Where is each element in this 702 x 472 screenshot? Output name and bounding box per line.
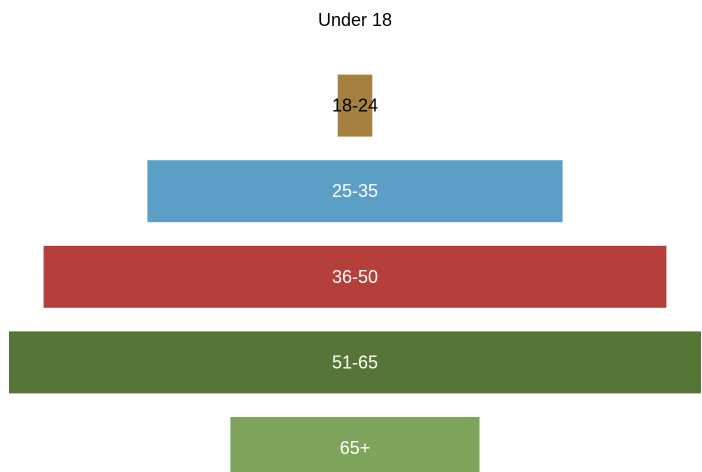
labels-group: Under 18 18-24 25-35 36-50 51-65 65+	[318, 10, 392, 458]
bar-51-65	[9, 331, 701, 394]
bar-18-24	[337, 74, 373, 137]
bar-25-35	[147, 160, 563, 223]
label-51-65: 51-65	[332, 352, 378, 372]
bar-36-50	[43, 245, 667, 308]
label-18-24: 18-24	[332, 96, 378, 116]
label-under-18: Under 18	[318, 10, 392, 30]
label-65: 65+	[340, 438, 371, 458]
label-25-35: 25-35	[332, 181, 378, 201]
bar-65	[230, 417, 480, 472]
label-36-50: 36-50	[332, 267, 378, 287]
bars-group	[9, 74, 701, 472]
